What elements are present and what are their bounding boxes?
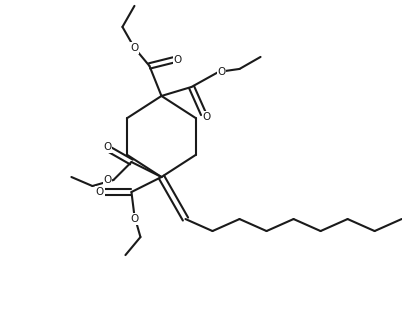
Text: O: O <box>202 112 211 122</box>
Text: O: O <box>217 67 225 77</box>
Text: O: O <box>131 43 139 53</box>
Text: O: O <box>103 142 112 152</box>
Text: O: O <box>174 55 182 65</box>
Text: O: O <box>103 175 112 185</box>
Text: O: O <box>96 187 104 197</box>
Text: O: O <box>131 214 139 224</box>
